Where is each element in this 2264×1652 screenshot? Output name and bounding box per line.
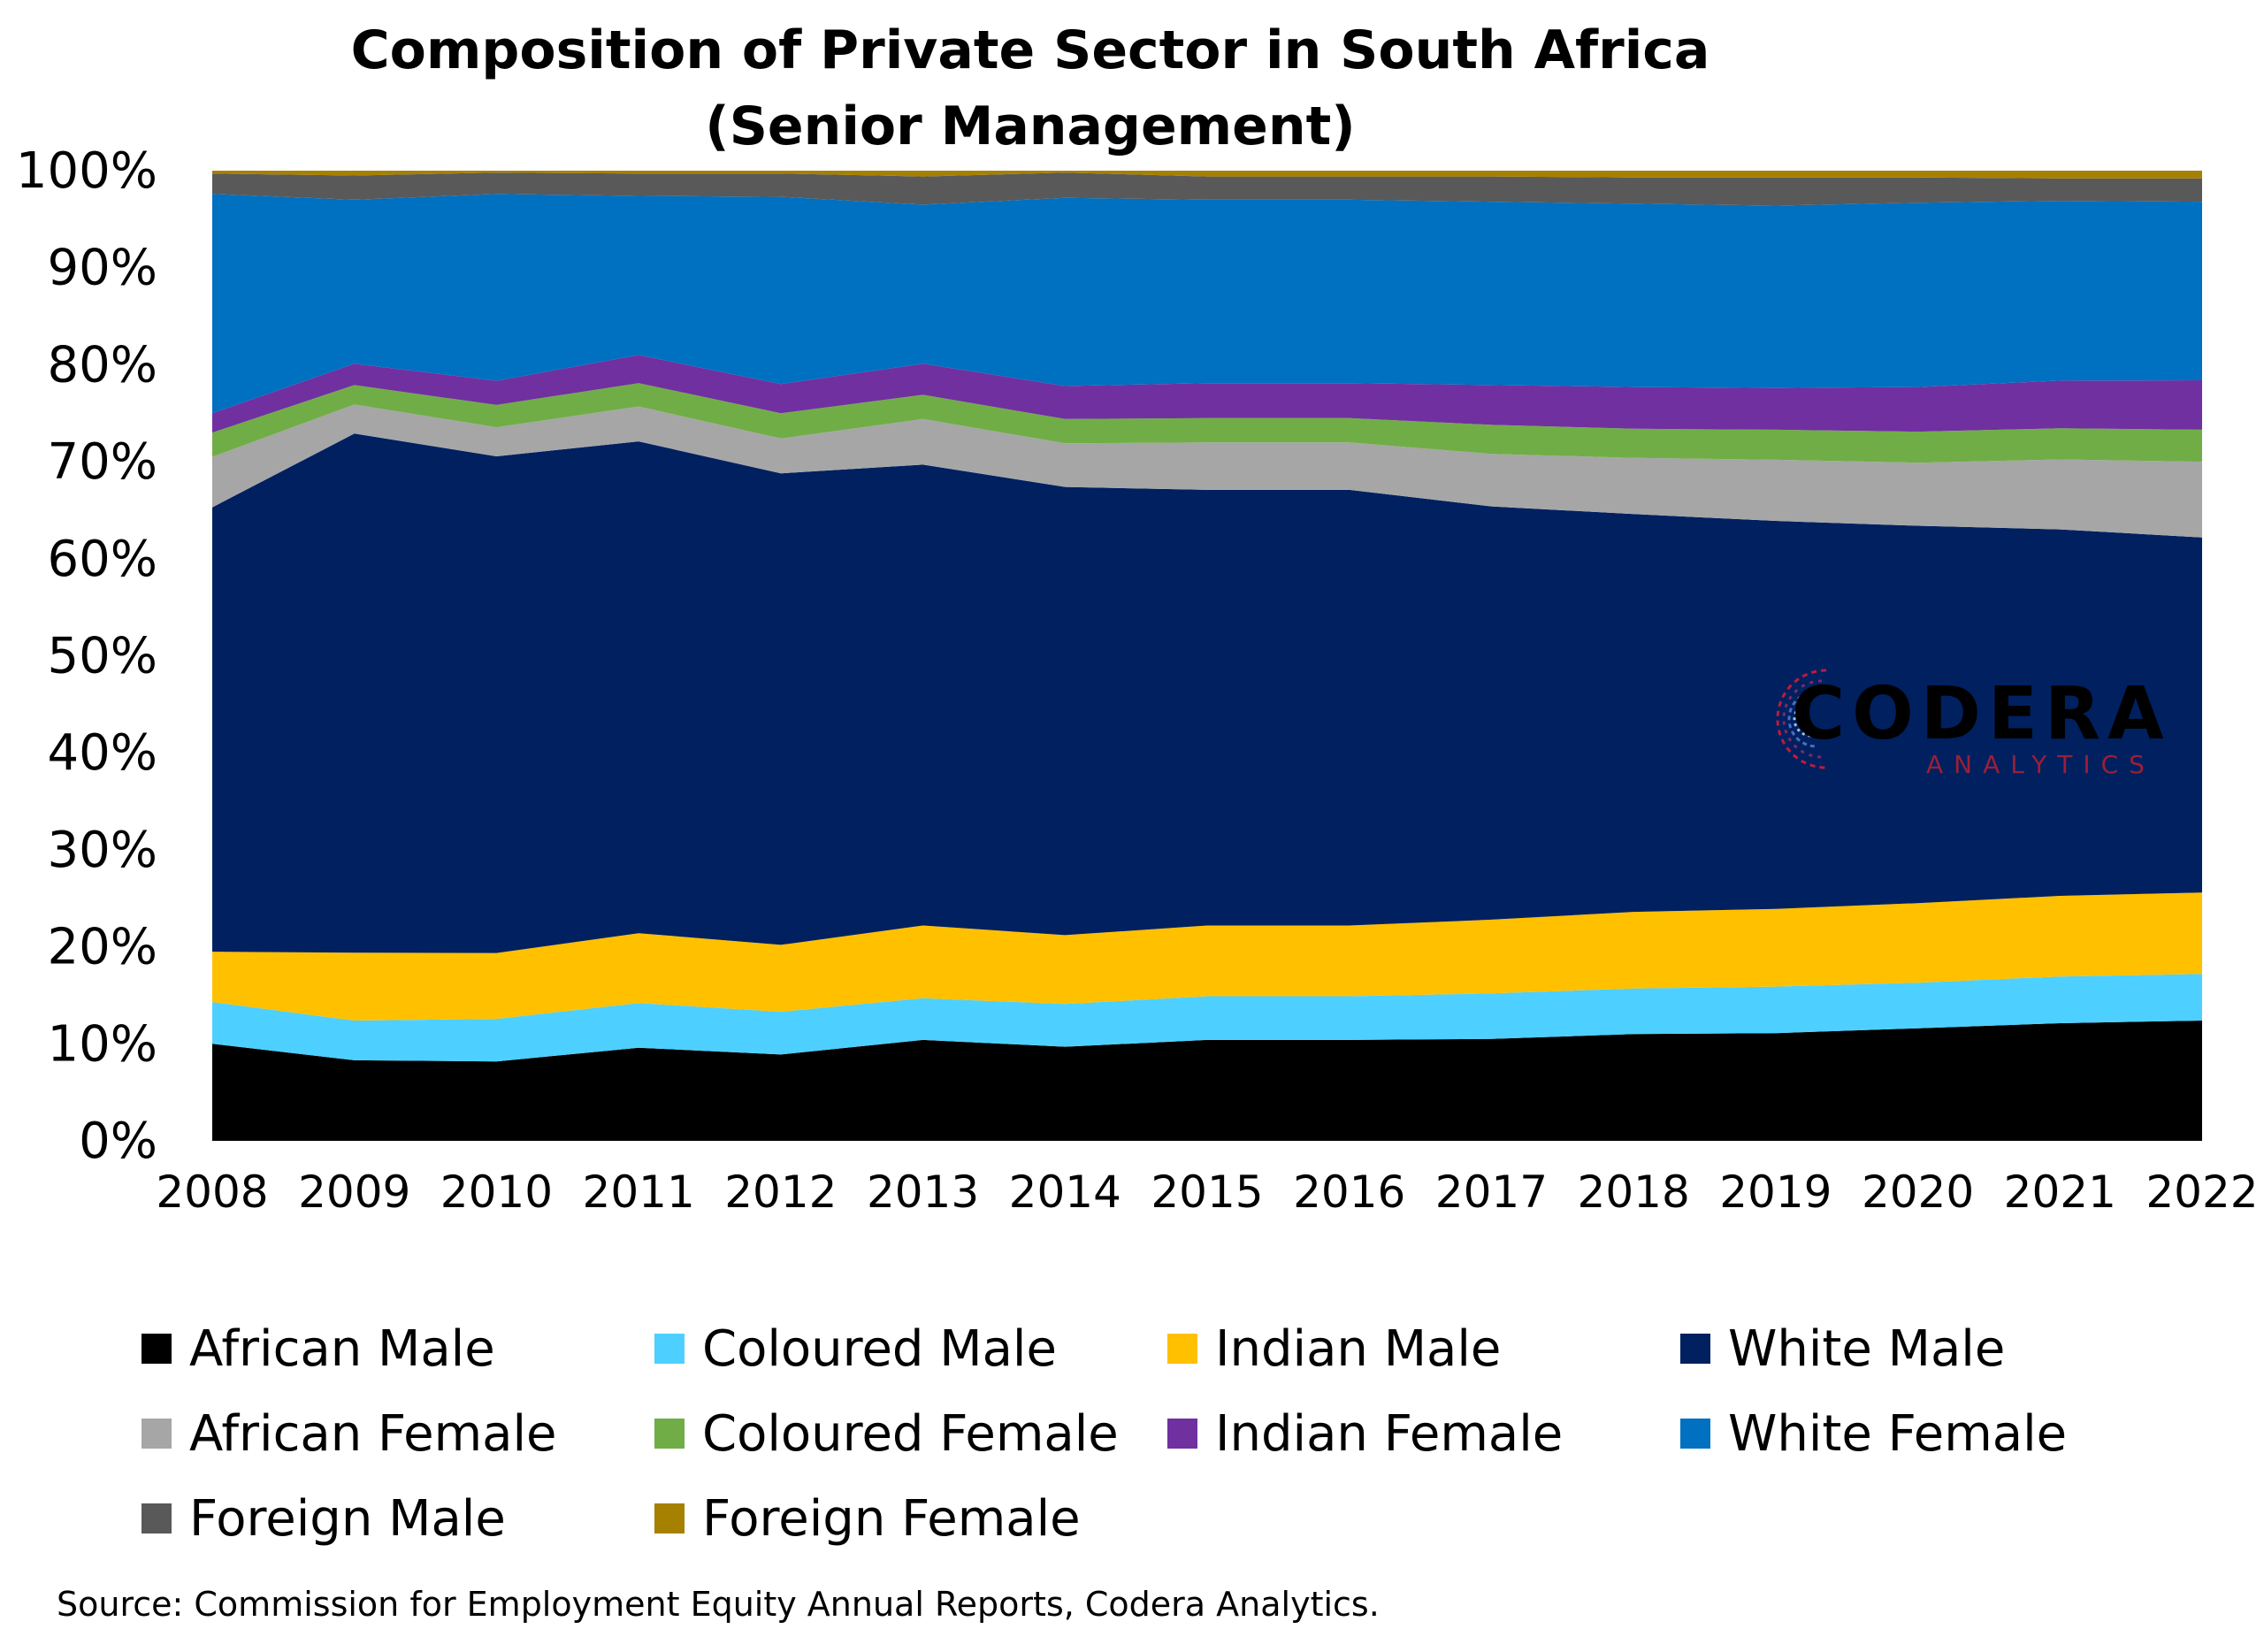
codera-logo-subtitle: ANALYTICS: [1926, 750, 2155, 779]
legend-item-indian-female: Indian Female: [1167, 1394, 1563, 1473]
legend-swatch: [1680, 1419, 1710, 1449]
y-tick-label: 40%: [48, 724, 157, 782]
x-tick-label: 2022: [2145, 1166, 2258, 1218]
chart-title-line-1: Composition of Private Sector in South A…: [350, 19, 1710, 81]
stacked-area-chart: 0% 10% 20% 30% 40% 50% 60% 70% 80% 90% 100% 2008 200…: [16, 142, 2259, 1218]
legend-swatch: [142, 1334, 172, 1364]
area-indian-male: [212, 892, 2202, 1021]
legend-item-white-female: White Female: [1680, 1394, 2067, 1473]
area-indian-female: [212, 355, 2202, 433]
axes-group: 0% 10% 20% 30% 40% 50% 60% 70% 80% 90% 100% 2008 200…: [16, 142, 2259, 1218]
legend-item-coloured-male: Coloured Male: [654, 1309, 1057, 1388]
chart-title: Composition of Private Sector in South A…: [0, 12, 2061, 164]
x-tick-label: 2014: [1009, 1166, 1121, 1218]
x-tick-label: 2013: [867, 1166, 979, 1218]
legend-label: Indian Female: [1215, 1404, 1564, 1463]
codera-logo-mark-icon: [1776, 669, 1827, 769]
legend-swatch: [654, 1419, 685, 1449]
legend-swatch: [1167, 1334, 1197, 1364]
x-tick-label: 2009: [298, 1166, 410, 1218]
area-coloured-female: [212, 383, 2202, 463]
y-tick-label: 60%: [48, 531, 157, 588]
legend-label: Indian Male: [1215, 1319, 1502, 1378]
x-tick-label: 2015: [1151, 1166, 1263, 1218]
codera-logo: CODERA ANALYTICS: [1742, 646, 2167, 796]
y-tick-label: 80%: [48, 336, 157, 394]
x-tick-label: 2012: [724, 1166, 837, 1218]
legend-label: Coloured Male: [702, 1319, 1057, 1378]
area-white-male: [212, 433, 2202, 953]
source-note: Source: Commission for Employment Equity…: [57, 1585, 1380, 1624]
y-tick-label: 50%: [48, 628, 157, 685]
legend-label: Coloured Female: [702, 1404, 1119, 1463]
legend-swatch: [1167, 1419, 1197, 1449]
area-african-male: [212, 1021, 2202, 1141]
legend-label: Foreign Male: [189, 1489, 506, 1548]
legend-label: African Female: [189, 1404, 557, 1463]
area-series-group: [212, 171, 2202, 1141]
area-foreign-male: [212, 172, 2202, 206]
legend-item-african-female: African Female: [142, 1394, 557, 1473]
x-tick-label: 2016: [1293, 1166, 1405, 1218]
legend-item-coloured-female: Coloured Female: [654, 1394, 1119, 1473]
area-foreign-female: [212, 171, 2202, 179]
chart-title-line-2: (Senior Management): [705, 96, 1356, 157]
area-african-female: [212, 404, 2202, 538]
y-tick-label: 90%: [48, 240, 157, 297]
legend-item-indian-male: Indian Male: [1167, 1309, 1501, 1388]
area-coloured-male: [212, 974, 2202, 1062]
legend-swatch: [142, 1503, 172, 1533]
x-tick-label: 2018: [1578, 1166, 1690, 1218]
legend-item-foreign-female: Foreign Female: [654, 1479, 1081, 1558]
x-tick-label: 2020: [1862, 1166, 1974, 1218]
y-tick-label: 30%: [48, 822, 157, 879]
x-tick-label: 2019: [1719, 1166, 1832, 1218]
x-tick-label: 2008: [156, 1166, 268, 1218]
legend-item-foreign-male: Foreign Male: [142, 1479, 506, 1558]
legend-swatch: [142, 1419, 172, 1449]
legend-label: White Female: [1728, 1404, 2068, 1463]
y-tick-label: 20%: [48, 919, 157, 976]
legend-swatch: [1680, 1334, 1710, 1364]
codera-logo-word: CODERA: [1792, 672, 2171, 756]
legend-swatch: [654, 1334, 685, 1364]
y-tick-label: 10%: [48, 1015, 157, 1073]
legend-item-white-male: White Male: [1680, 1309, 2005, 1388]
legend-label: White Male: [1728, 1319, 2006, 1378]
legend-item-african-male: African Male: [142, 1309, 495, 1388]
area-white-female: [212, 194, 2202, 414]
x-tick-label: 2011: [583, 1166, 695, 1218]
x-tick-label: 2021: [2004, 1166, 2116, 1218]
legend-swatch: [654, 1503, 685, 1533]
x-tick-label: 2010: [440, 1166, 553, 1218]
y-tick-label: 100%: [16, 142, 157, 200]
y-tick-label: 0%: [79, 1113, 157, 1170]
y-tick-label: 70%: [48, 433, 157, 491]
x-tick-label: 2017: [1435, 1166, 1548, 1218]
legend-label: Foreign Female: [702, 1489, 1081, 1548]
legend-label: African Male: [189, 1319, 495, 1378]
